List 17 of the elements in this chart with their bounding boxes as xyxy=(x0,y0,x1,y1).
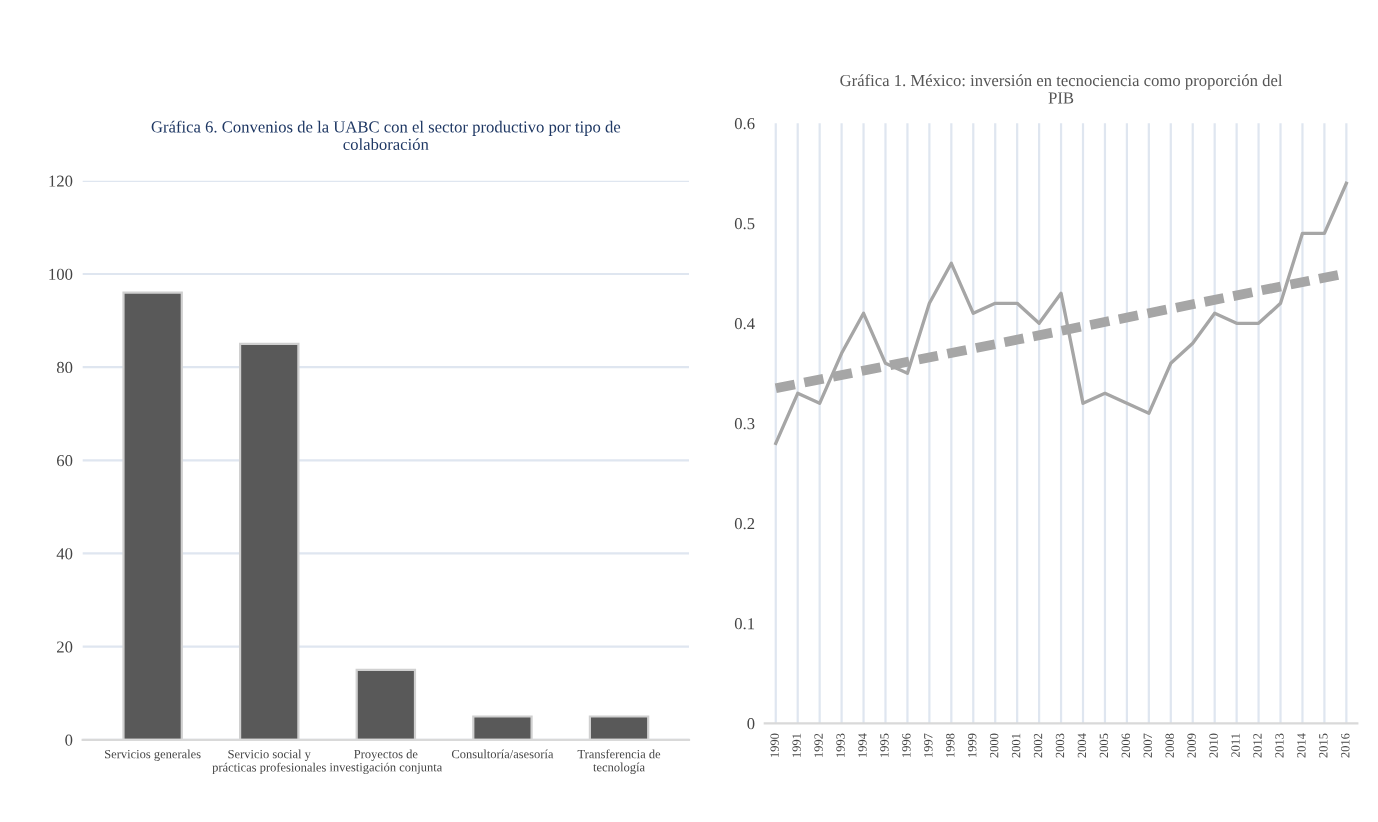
y-tick-label: 0.3 xyxy=(734,418,755,430)
y-tick-label: 40 xyxy=(56,548,73,560)
y-tick-label: 0.6 xyxy=(734,118,755,130)
chart-title: Gráfica 1. México: inversión en tecnociencia como proporción del PIB xyxy=(840,74,1283,104)
y-tick-label: 0.1 xyxy=(734,618,755,630)
y-tick-label: 0.2 xyxy=(734,518,755,530)
y-tick-label: 0.5 xyxy=(734,218,755,230)
y-tick-label: 0 xyxy=(747,718,755,730)
y-tick-label: 0 xyxy=(65,734,73,746)
y-tick-label: 20 xyxy=(57,641,73,653)
y-tick-label: 120 xyxy=(49,175,73,187)
y-tick-label: 0.4 xyxy=(734,318,755,330)
y-tick-label: 60 xyxy=(57,455,73,467)
chart-title: Gráfica 6. Convenios de la UABC con el sector productivo por tipo de colaboración xyxy=(151,120,621,150)
y-tick-label: 100 xyxy=(49,268,73,280)
line-series xyxy=(774,181,1349,445)
y-tick-label: 80 xyxy=(56,361,73,374)
